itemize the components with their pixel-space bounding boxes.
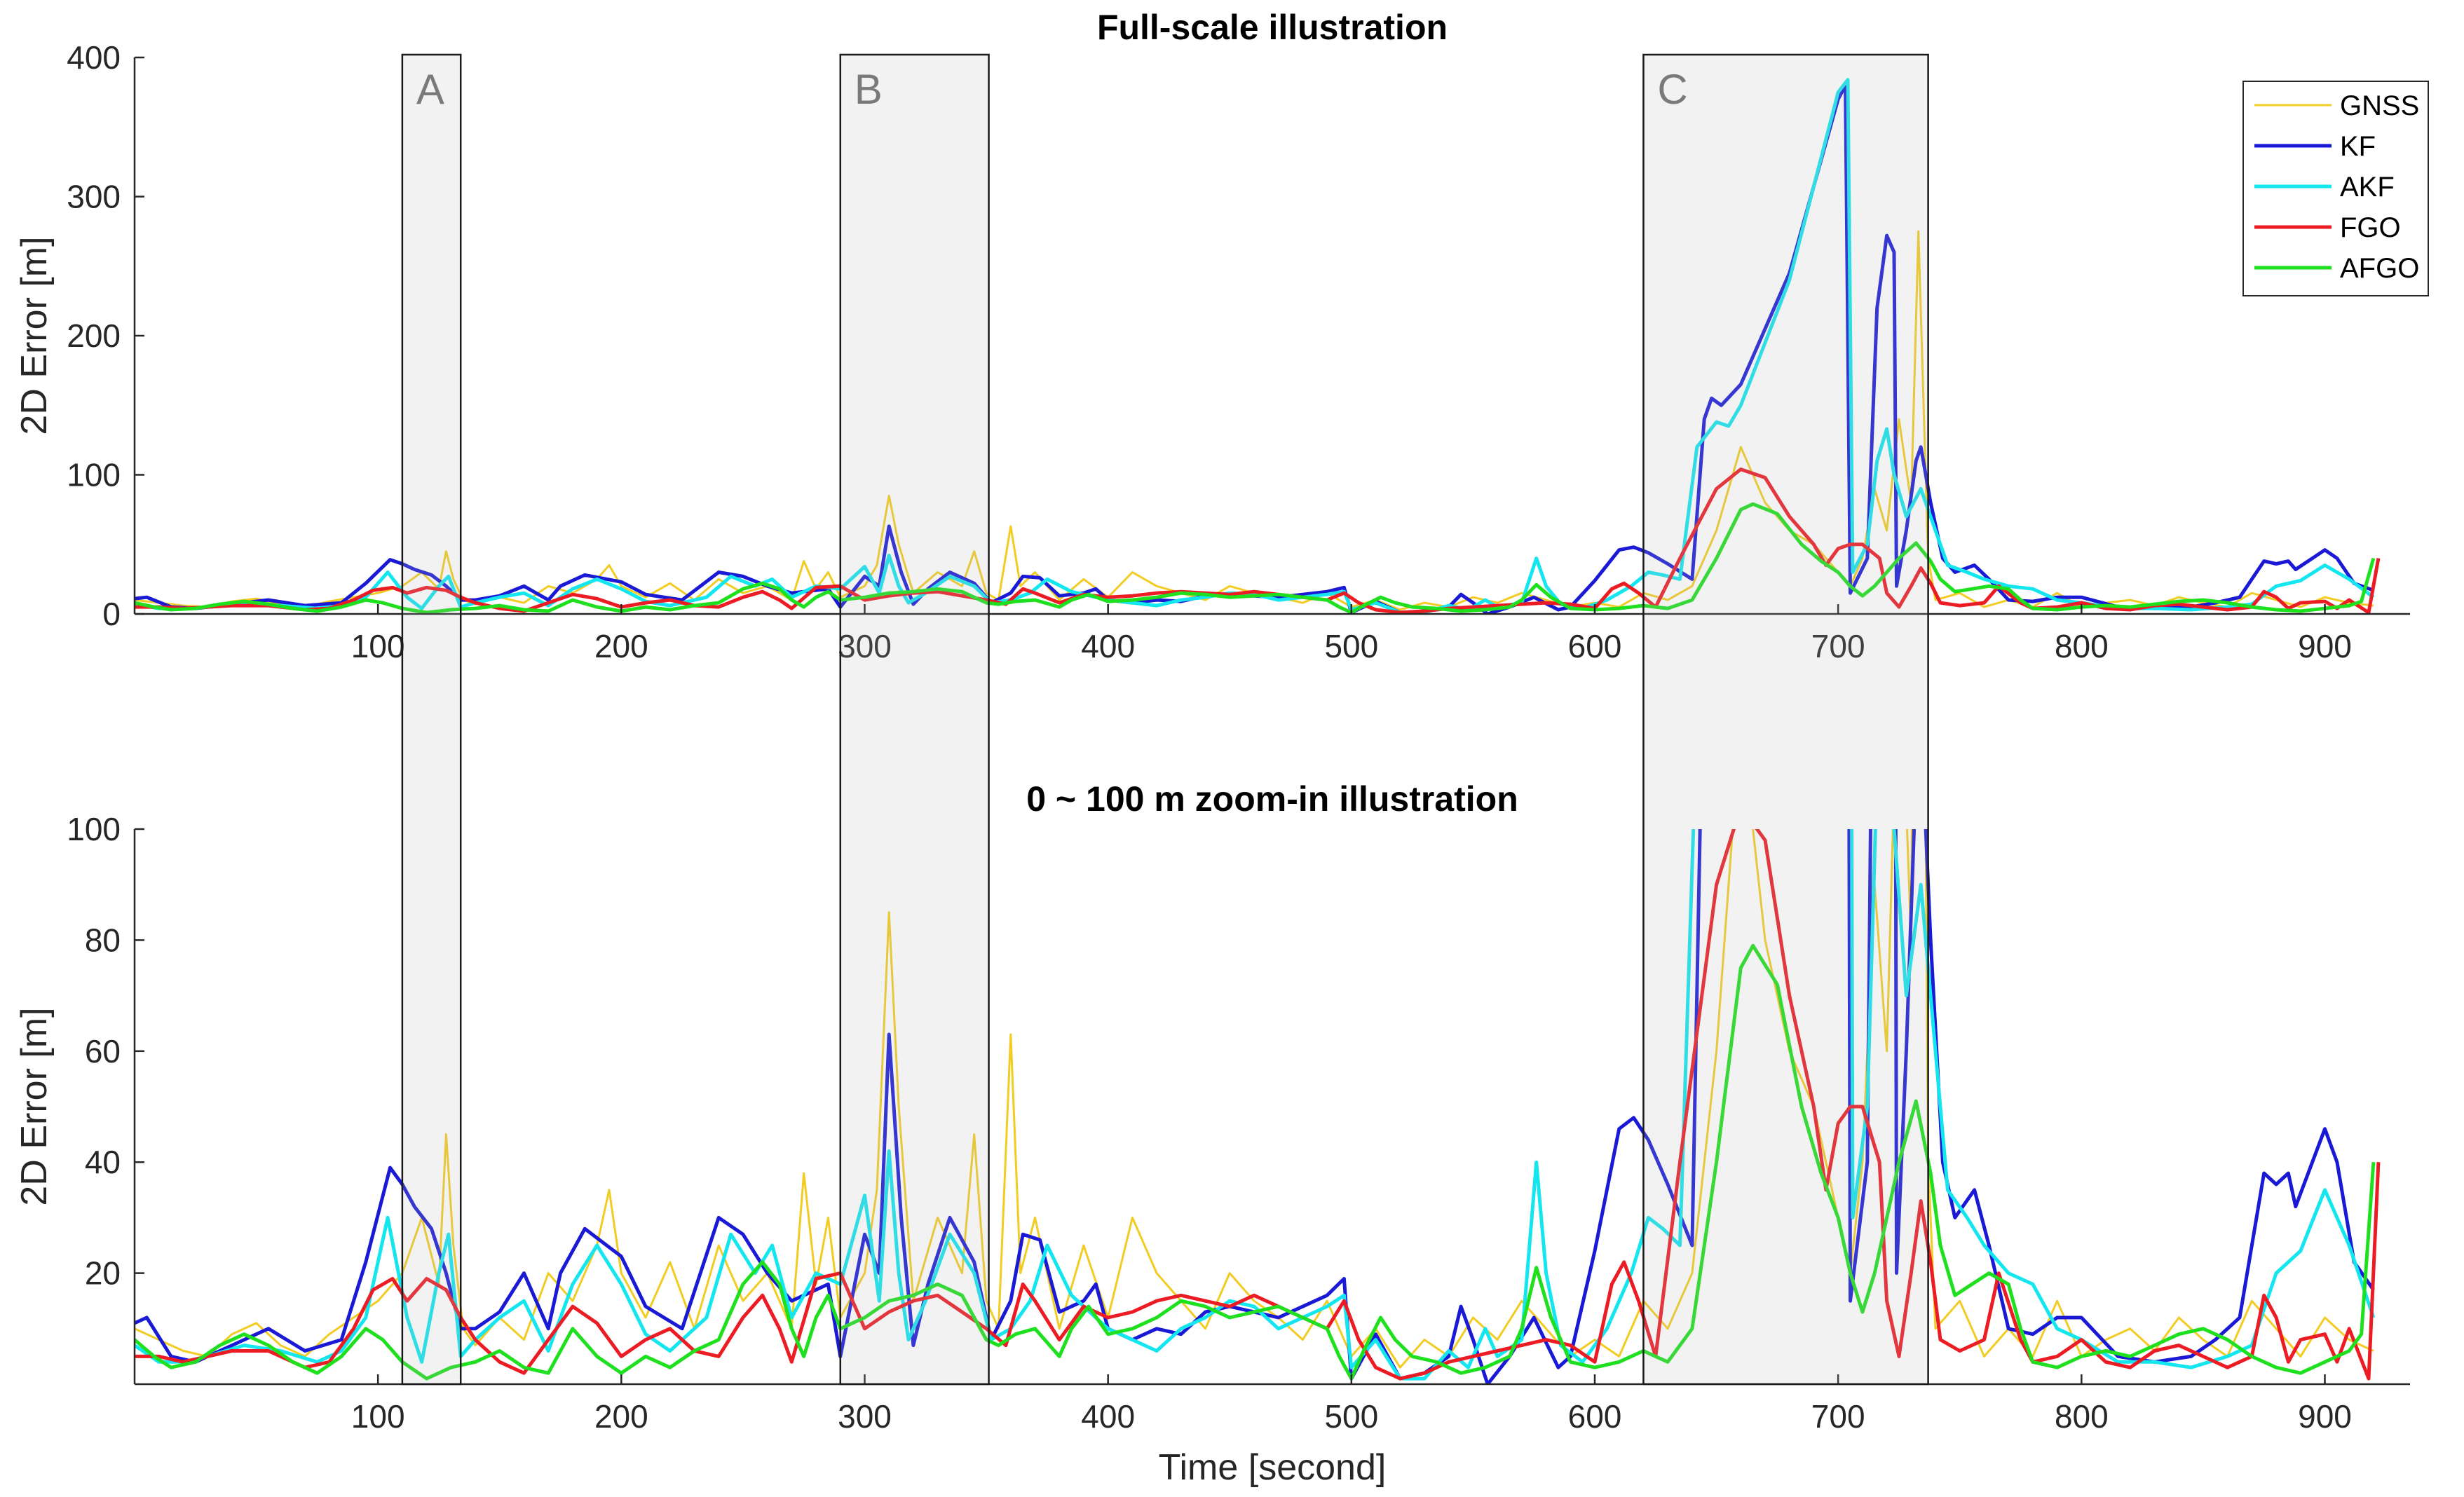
legend-label-afgo: AFGO xyxy=(2340,253,2419,284)
y-tick-label: 40 xyxy=(85,1144,121,1180)
region-b-label: B xyxy=(855,66,883,113)
x-tick-label: 400 xyxy=(1081,1398,1135,1435)
x-tick-label: 700 xyxy=(1811,1398,1865,1435)
y-tick-label: 20 xyxy=(85,1255,121,1292)
x-tick-label: 300 xyxy=(838,628,892,664)
plot-area-1 xyxy=(135,829,2410,1384)
chart-title: 0 ~ 100 m zoom-in illustration xyxy=(1026,779,1518,819)
plot-area-0 xyxy=(135,57,2410,614)
chart-title: Full-scale illustration xyxy=(1097,8,1448,47)
legend-label-kf: KF xyxy=(2340,131,2376,162)
legend-box xyxy=(2242,81,2429,296)
y-tick-label: 300 xyxy=(67,179,121,215)
y-tick-label: 60 xyxy=(85,1033,121,1069)
region-a-label: A xyxy=(416,66,444,113)
x-tick-label: 800 xyxy=(2055,628,2109,664)
shaded-regions: A B C xyxy=(401,53,1929,1386)
y-tick-label: 200 xyxy=(67,317,121,354)
y-tick-label: 400 xyxy=(67,39,121,76)
x-tick-label: 500 xyxy=(1324,628,1378,664)
x-tick-label: 800 xyxy=(2055,1398,2109,1435)
region-b-box xyxy=(839,53,990,1386)
x-tick-label: 600 xyxy=(1568,1398,1622,1435)
legend: GNSS KF AKF FGO AFGO xyxy=(2242,81,2429,296)
series-line-afgo xyxy=(135,943,2376,1381)
x-tick-label: 200 xyxy=(594,628,648,664)
x-tick-label: 900 xyxy=(2298,628,2352,664)
region-c-box xyxy=(1642,53,1929,1386)
x-tick-label: 600 xyxy=(1568,628,1622,664)
x-tick-label: 100 xyxy=(351,628,405,664)
x-tick-label: 400 xyxy=(1081,628,1135,664)
x-tick-label: 500 xyxy=(1324,1398,1378,1435)
y-tick-label: 100 xyxy=(67,811,121,847)
region-a-box xyxy=(401,53,462,1386)
x-axis-title: Time [second] xyxy=(1159,1447,1387,1488)
x-tick-label: 700 xyxy=(1811,628,1865,664)
y-axis-title: 2D Error [m] xyxy=(14,1007,55,1205)
series-line-afgo xyxy=(135,502,2376,614)
region-c-label: C xyxy=(1657,66,1687,113)
x-tick-label: 900 xyxy=(2298,1398,2352,1435)
y-axis-title: 2D Error [m] xyxy=(14,236,55,435)
x-tick-label: 300 xyxy=(838,1398,892,1435)
legend-label-akf: AKF xyxy=(2340,172,2395,203)
bottom-axes: 100 200 300 400 500 600 700 800 900 20 40 60 80 100 0 … xyxy=(14,779,2410,1488)
y-tick-label: 80 xyxy=(85,922,121,958)
legend-label-fgo: FGO xyxy=(2340,212,2401,243)
legend-label-gnss: GNSS xyxy=(2340,90,2419,121)
top-axes: 100 200 300 400 500 600 700 800 900 0 100 200 300 400… xyxy=(14,8,2410,664)
y-tick-label: 0 xyxy=(102,596,121,632)
x-tick-label: 100 xyxy=(351,1398,405,1435)
x-tick-label: 200 xyxy=(594,1398,648,1435)
y-tick-label: 100 xyxy=(67,457,121,493)
